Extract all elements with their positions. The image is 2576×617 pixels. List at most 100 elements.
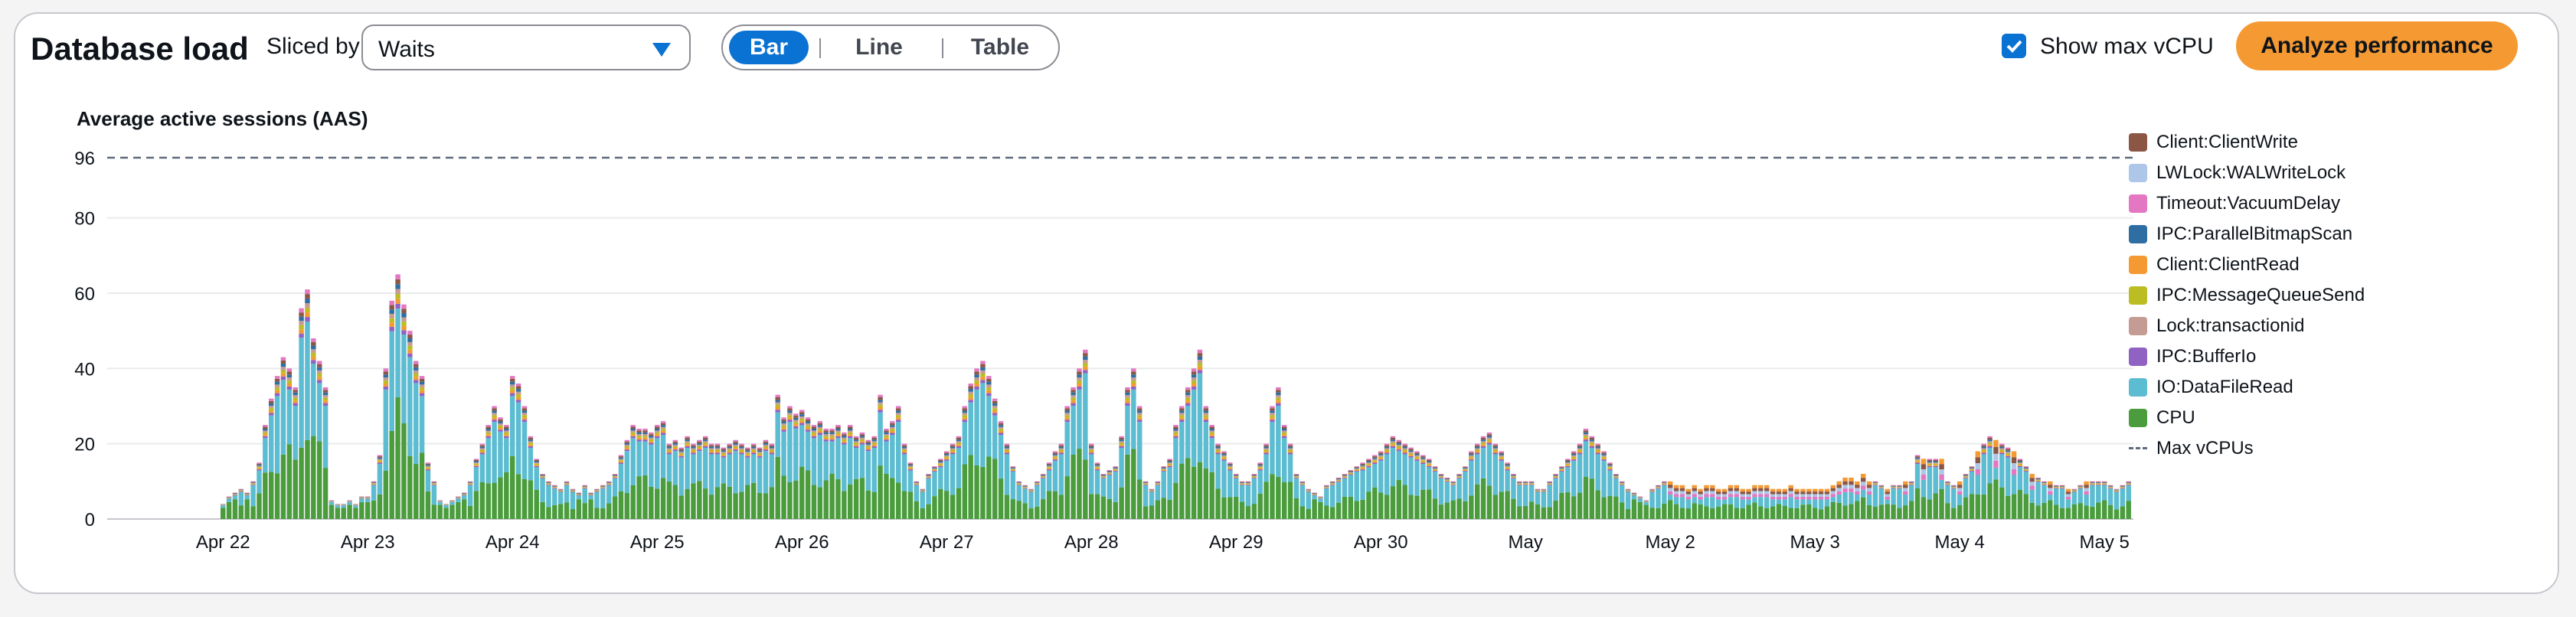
bar-segment-wait [697,448,702,450]
bar-segment-io-datafileread [1800,499,1806,505]
bar-segment-io-datafileread [1052,460,1058,491]
bar-segment-wait [974,386,979,390]
bar-segment-wait [1679,491,1685,495]
bar-segment-wait [1734,491,1740,495]
bar-segment-cpu [1999,487,2005,519]
bar-segment-wait [509,378,515,382]
bar-segment-cpu [1396,479,1402,519]
bar-segment-wait [1360,463,1365,465]
bar-segment-wait [980,361,986,364]
bar-segment-wait [1583,436,1589,438]
bar-segment-wait [829,430,835,433]
bar-segment-wait [1004,452,1010,455]
bar-segment-wait [1860,485,1866,490]
bar-segment-wait [842,434,847,436]
sliced-by-select[interactable]: Waits [361,24,691,70]
bar-segment-io-datafileread [1528,485,1535,502]
bar-segment-wait [286,386,293,390]
bar-segment-wait [1396,446,1402,449]
bar-segment-cpu [2053,504,2059,519]
bar-segment-io-datafileread [1281,438,1287,482]
bar-segment-io-datafileread [1505,470,1510,491]
bar-segment-wait [1058,443,1064,446]
bar-segment-wait [1649,491,1655,492]
bar-segment-wait [1535,490,1541,491]
bar-segment-wait [914,482,920,484]
bar-segment-io-datafileread [721,457,727,484]
bar-segment-wait [956,441,962,443]
bar-segment-io-datafileread [660,435,666,478]
bar-segment-wait [1963,475,1969,476]
bar-segment-wait [950,451,956,453]
bar-segment-wait [383,374,389,378]
bar-segment-wait [793,424,799,426]
bar-segment-wait [1486,439,1492,442]
bar-segment-wait [642,429,648,431]
bar-segment-wait [1071,397,1076,401]
analyze-performance-button[interactable]: Analyze performance [2236,21,2518,70]
bar-segment-wait [1914,461,1921,463]
bar-segment-wait [268,403,274,406]
bar-segment-wait [1263,445,1269,447]
bar-segment-wait [750,449,757,452]
bar-segment-wait [1004,448,1010,450]
bar-segment-wait [1649,489,1655,490]
bar-segment-io-datafileread [763,451,769,494]
legend-label: LWLock:WALWriteLock [2156,162,2346,183]
bar-segment-wait [932,468,937,470]
bar-segment-wait [413,361,419,364]
view-option-line[interactable]: Line [855,34,903,60]
bar-segment-wait [672,446,678,449]
bar-segment-io-datafileread [1426,467,1432,490]
bar-segment-io-datafileread [515,402,521,475]
bar-segment-wait [2096,482,2101,483]
bar-segment-io-datafileread [630,438,636,486]
bar-segment-wait [920,489,925,490]
bar-segment-wait [1233,476,1239,478]
bar-segment-wait [1179,417,1185,420]
bar-segment-wait [1908,483,1914,485]
bar-segment-wait [1559,471,1564,472]
bar-segment-wait [1173,425,1178,427]
bar-segment-wait [1335,478,1342,479]
view-option-table[interactable]: Table [970,34,1030,60]
bar-segment-wait [2077,485,2083,487]
bar-segment-wait [823,436,829,438]
bar-segment-io-datafileread [1704,497,1709,507]
bar-segment-wait [1583,429,1589,431]
bar-segment-wait [1064,408,1070,411]
view-option-bar[interactable]: Bar [729,31,809,64]
bar-segment-cpu [1185,458,1191,519]
bar-segment-wait [1281,429,1287,431]
bar-segment-wait [612,474,618,475]
bar-segment-wait [1010,467,1016,468]
bar-segment-wait [1022,485,1028,486]
bar-segment-cpu [1565,492,1571,519]
bar-segment-wait [895,410,901,413]
bar-segment-wait [859,434,865,436]
bar-segment-wait [697,439,702,442]
bar-segment-wait [274,378,280,382]
show-max-vcpu-checkbox[interactable] [2002,34,2026,58]
bar-segment-wait [293,400,298,403]
bar-segment-wait [1903,485,1908,488]
legend-label: Max vCPUs [2156,438,2254,459]
bar-segment-wait [1752,485,1757,488]
bar-segment-io-datafileread [1583,441,1589,478]
bar-segment-cpu [280,454,286,519]
bar-segment-io-datafileread [1649,491,1655,508]
bar-segment-wait [1927,463,1933,465]
bar-segment-wait [311,341,316,346]
bar-segment-cpu [257,493,262,519]
bar-segment-cpu [1149,505,1155,519]
bar-segment-wait [238,490,244,491]
bar-segment-wait [1662,484,1667,485]
bar-segment-wait [1975,451,1981,458]
bar-segment-io-datafileread [1203,422,1209,468]
bar-segment-wait [2053,485,2059,487]
x-tick-label: Apr 29 [1209,532,1263,553]
bar-segment-wait [1088,451,1094,453]
bar-segment-wait [1499,456,1504,459]
bar-segment-cpu [1860,497,1866,519]
bar-segment-wait [1474,448,1480,450]
